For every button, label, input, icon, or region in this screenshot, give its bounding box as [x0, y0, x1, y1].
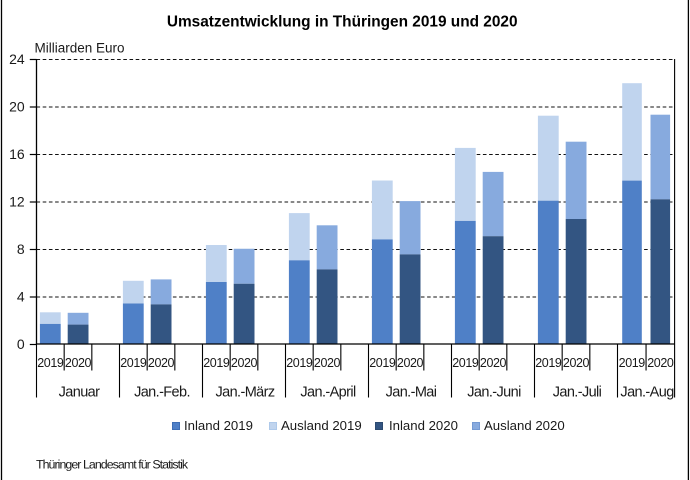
svg-text:Ausland 2020: Ausland 2020 — [484, 418, 565, 433]
svg-text:2020: 2020 — [397, 356, 424, 370]
svg-text:Jan.-Mai: Jan.-Mai — [386, 384, 437, 400]
svg-text:2020: 2020 — [231, 356, 258, 370]
svg-text:Jan.-Juli: Jan.-Juli — [553, 384, 602, 400]
svg-text:8: 8 — [17, 241, 25, 257]
svg-text:Jan.-Aug: Jan.-Aug — [620, 384, 674, 400]
svg-text:Ausland 2019: Ausland 2019 — [281, 418, 362, 433]
svg-text:Inland 2019: Inland 2019 — [184, 418, 253, 433]
svg-text:2020: 2020 — [65, 356, 92, 370]
svg-text:2020: 2020 — [563, 356, 590, 370]
svg-text:Jan.-Juni: Jan.-Juni — [467, 384, 521, 400]
svg-text:2020: 2020 — [647, 356, 674, 370]
svg-text:4: 4 — [17, 288, 25, 304]
svg-text:2019: 2019 — [535, 356, 562, 370]
svg-text:2019: 2019 — [286, 356, 313, 370]
svg-text:2019: 2019 — [37, 356, 64, 370]
svg-text:Jan.-März: Jan.-März — [215, 384, 274, 400]
svg-text:24: 24 — [9, 51, 25, 67]
svg-text:2020: 2020 — [148, 356, 175, 370]
svg-text:Jan.-Feb.: Jan.-Feb. — [134, 384, 190, 400]
svg-text:0: 0 — [17, 336, 25, 352]
svg-text:12: 12 — [9, 193, 25, 209]
svg-text:Januar: Januar — [59, 384, 101, 400]
svg-text:Jan.-April: Jan.-April — [300, 384, 356, 400]
svg-text:2020: 2020 — [480, 356, 507, 370]
svg-text:20: 20 — [9, 98, 25, 114]
svg-text:2019: 2019 — [369, 356, 396, 370]
svg-text:2019: 2019 — [203, 356, 230, 370]
svg-text:2019: 2019 — [619, 356, 646, 370]
svg-text:Umsatzentwicklung in Thüringen: Umsatzentwicklung in Thüringen 2019 und … — [167, 14, 518, 31]
svg-text:2020: 2020 — [314, 356, 341, 370]
svg-text:Inland 2020: Inland 2020 — [389, 418, 458, 433]
svg-text:Thüringer Landesamt für Statis: Thüringer Landesamt für Statistik — [36, 457, 189, 471]
svg-text:Milliarden Euro: Milliarden Euro — [35, 41, 125, 56]
svg-text:2019: 2019 — [452, 356, 479, 370]
svg-text:16: 16 — [9, 146, 25, 162]
svg-text:2019: 2019 — [120, 356, 147, 370]
